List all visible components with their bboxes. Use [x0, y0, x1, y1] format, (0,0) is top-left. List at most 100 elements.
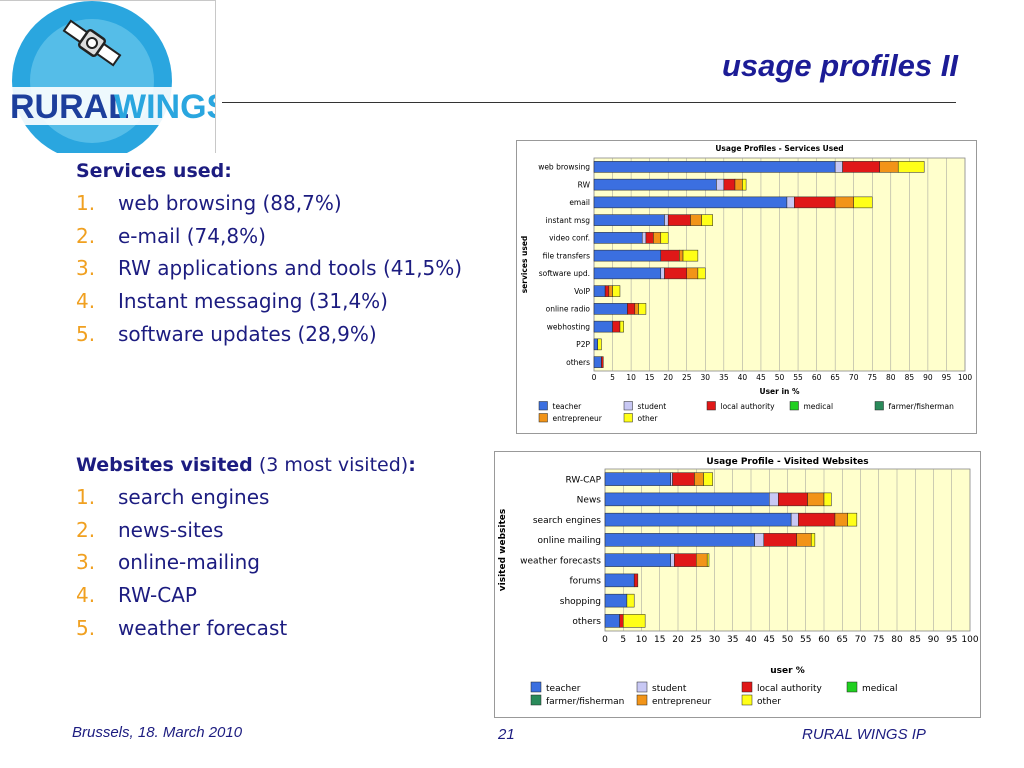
bar-segment: [847, 512, 858, 527]
bar-segment: [703, 472, 713, 486]
list-item: 5. weather forecast: [76, 612, 287, 645]
bar-segment: [734, 178, 743, 191]
bar-segment: [810, 533, 816, 547]
bar-segment: [593, 267, 662, 280]
x-tick-label: 50: [775, 373, 785, 382]
list-number: 3.: [76, 550, 96, 575]
list-item: 5. software updates (28,9%): [76, 318, 462, 351]
list-text: weather forecast: [118, 615, 288, 640]
x-tick-label: 95: [942, 373, 952, 382]
x-axis-label: user %: [770, 666, 804, 676]
legend-swatch: [706, 401, 716, 411]
x-tick-label: 75: [873, 635, 884, 645]
legend-label: teacher: [546, 684, 581, 694]
x-tick-label: 25: [682, 373, 692, 382]
websites-list: 1. search engines 2. news-sites 3. online-m…: [76, 481, 287, 644]
y-tick-label: software upd.: [539, 269, 590, 278]
legend-label: local authority: [757, 684, 823, 694]
x-tick-label: 25: [691, 635, 702, 645]
bar-segment: [834, 196, 854, 209]
legend-label: medical: [804, 402, 834, 411]
x-tick-label: 90: [928, 635, 940, 645]
y-tick-label: others: [566, 358, 590, 367]
x-tick-label: 15: [645, 373, 655, 382]
bar-segment: [593, 214, 665, 226]
bar-segment: [674, 553, 697, 567]
x-axis-label: User in %: [760, 387, 800, 396]
bar-segment: [593, 285, 606, 297]
bar-segment: [701, 214, 713, 226]
list-number: 3.: [76, 256, 96, 281]
bar-segment: [778, 492, 808, 507]
websites-heading-colon: :: [408, 454, 416, 476]
x-tick-label: 70: [849, 373, 859, 382]
bar-segment: [686, 267, 699, 280]
bar-segment: [679, 249, 684, 262]
list-number: 4.: [76, 583, 96, 608]
y-tick-label: others: [572, 617, 601, 627]
bar-segment: [667, 214, 691, 226]
y-tick-label: RW: [578, 180, 591, 189]
satellite-icon: [62, 19, 122, 67]
bar-segment: [723, 178, 736, 191]
list-item: 3. RW applications and tools (41,5%): [76, 252, 462, 285]
bar-segment: [834, 161, 843, 173]
list-text: RW applications and tools (41,5%): [118, 256, 463, 281]
bar-segment: [796, 533, 812, 547]
legend-swatch: [538, 401, 548, 411]
x-tick-label: 0: [592, 373, 597, 382]
bar-segment: [670, 553, 675, 567]
x-tick-label: 35: [719, 373, 729, 382]
x-tick-label: 20: [672, 635, 684, 645]
list-number: 4.: [76, 289, 96, 314]
bar-segment: [853, 196, 873, 209]
x-tick-label: 40: [745, 635, 757, 645]
bar-segment: [660, 249, 680, 262]
bar-segment: [604, 593, 628, 608]
logo-graphic: RURAL WINGS: [6, 1, 229, 161]
bar-segment: [623, 614, 646, 628]
x-tick-label: 55: [793, 373, 803, 382]
bar-segment: [593, 249, 662, 262]
list-item: 1. web browsing (88,7%): [76, 187, 462, 220]
y-tick-label: VoIP: [574, 287, 590, 296]
chart-title: Usage Profiles - Services Used: [715, 144, 843, 153]
bar-segment: [626, 593, 635, 608]
bar-segment: [604, 472, 671, 486]
bar-segment: [645, 232, 654, 244]
bar-segment: [660, 267, 665, 280]
services-chart-svg: Usage Profiles - Services Used 0 5 10 15 20 25…: [520, 144, 972, 423]
bar-segment: [769, 492, 779, 507]
bar-segment: [823, 492, 832, 507]
list-item: 1. search engines: [76, 481, 287, 514]
list-number: 5.: [76, 321, 96, 346]
services-heading: Services used:: [76, 160, 232, 182]
bar-segment: [790, 512, 799, 527]
bar-segment: [696, 553, 708, 567]
list-number: 2.: [76, 517, 96, 542]
legend-swatch: [530, 694, 542, 706]
services-chart: Usage Profiles - Services Used 0 5 10 15 20 25…: [516, 140, 977, 434]
y-tick-label: weather forecasts: [520, 556, 601, 566]
y-tick-label: instant msg: [546, 216, 591, 225]
bar-segment: [601, 356, 604, 368]
bar-segment: [604, 492, 770, 507]
bar-segment: [634, 303, 639, 315]
legend-label: student: [652, 684, 687, 694]
websites-chart: Usage Profile - Visited Websites 0 5 10 15 20…: [494, 451, 981, 718]
legend-label: local authority: [721, 402, 776, 411]
legend-label: farmer/fisherman: [889, 402, 955, 411]
bar-segment: [619, 614, 624, 628]
list-number: 5.: [76, 615, 96, 640]
bar-segment: [593, 178, 717, 191]
list-number: 1.: [76, 191, 96, 215]
list-text: software updates (28,9%): [118, 321, 377, 346]
x-tick-label: 70: [855, 635, 867, 645]
bar-segment: [786, 196, 795, 209]
x-tick-label: 65: [837, 635, 848, 645]
y-tick-label: video conf.: [549, 234, 590, 243]
bar-segment: [794, 196, 836, 209]
bar-segment: [694, 472, 704, 486]
y-tick-label: shopping: [560, 597, 601, 607]
x-tick-label: 60: [818, 635, 830, 645]
